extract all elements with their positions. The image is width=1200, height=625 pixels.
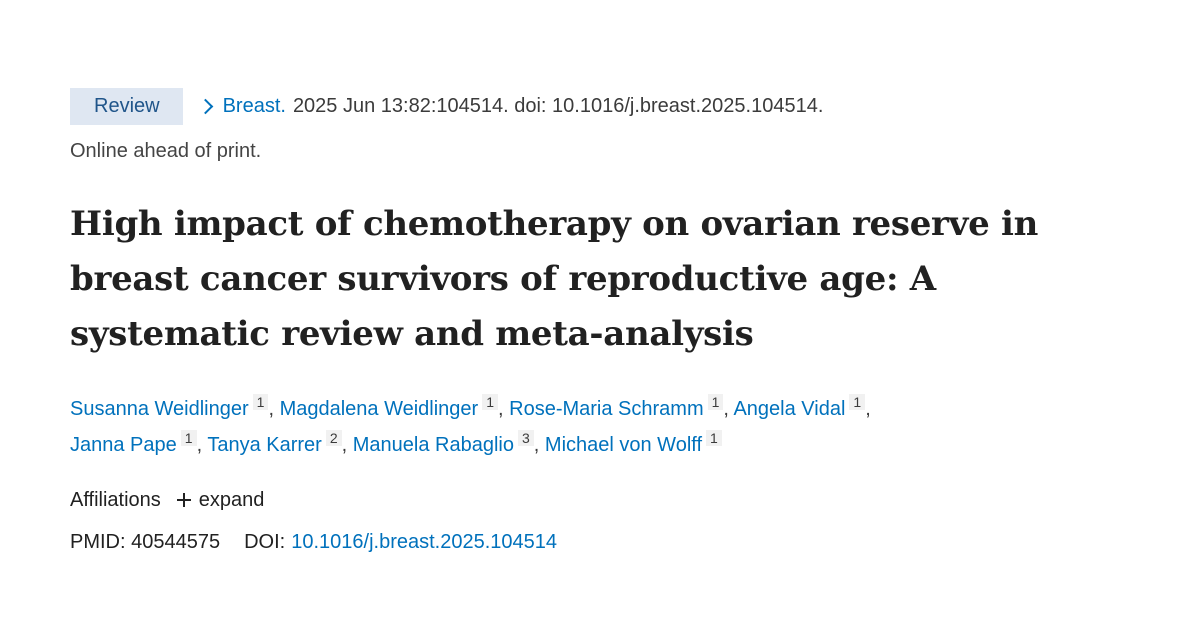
plus-icon (176, 493, 191, 507)
citation-details: 2025 Jun 13:82:104514. doi: 10.1016/j.br… (292, 95, 824, 117)
author-link[interactable]: Rose-Maria Schramm (509, 398, 704, 420)
doi-label: DOI: (244, 530, 286, 553)
affiliations-label: Affiliations (70, 488, 161, 511)
pmid-label: PMID: (70, 530, 126, 553)
affiliation-ref[interactable]: 1 (849, 394, 866, 410)
title-line: High impact of chemotherapy on ovarian r… (70, 204, 1039, 244)
author-link[interactable]: Michael von Wolff (544, 434, 703, 456)
author-link[interactable]: Susanna Weidlinger (70, 398, 249, 420)
pmid-value: 40544575 (131, 530, 221, 553)
affiliation-ref[interactable]: 1 (180, 430, 197, 446)
author-link[interactable]: Angela Vidal (733, 398, 846, 420)
publish-status: Online ahead of print. (70, 140, 262, 162)
affiliation-ref[interactable]: 2 (325, 430, 342, 446)
doi-link[interactable]: 10.1016/j.breast.2025.104514 (291, 530, 558, 553)
affiliation-ref[interactable]: 1 (252, 394, 269, 410)
chevron-right-icon (197, 98, 213, 115)
author-link[interactable]: Magdalena Weidlinger (279, 398, 479, 420)
affiliation-ref[interactable]: 3 (517, 430, 534, 446)
author-link[interactable]: Tanya Karrer (207, 434, 322, 456)
affiliation-ref[interactable]: 1 (707, 394, 724, 410)
citation-row: Review Breast. 2025 Jun 13:82:104514. do… (70, 88, 823, 125)
author-link[interactable]: Manuela Rabaglio (352, 434, 514, 456)
journal-link[interactable]: Breast. (197, 95, 286, 118)
publication-type-badge: Review (70, 88, 183, 125)
expand-label: expand (198, 488, 265, 511)
affiliation-ref[interactable]: 1 (706, 430, 722, 446)
authors-list: Susanna Weidlinger 1, Magdalena Weidlinge… (70, 394, 871, 456)
article-title: High impact of chemotherapy on ovarian r… (70, 197, 1170, 362)
expand-affiliations-button[interactable]: expand (176, 488, 265, 512)
journal-name: Breast. (222, 95, 286, 117)
affiliations-row: Affiliations expand (70, 485, 264, 515)
title-line: breast cancer survivors of reproductive … (70, 259, 936, 299)
author-link[interactable]: Janna Pape (70, 434, 177, 456)
affiliation-ref[interactable]: 1 (482, 394, 499, 410)
title-line: systematic review and meta-analysis (70, 314, 754, 354)
identifiers-row: PMID: 40544575 DOI: 10.1016/j.breast.202… (70, 527, 557, 557)
